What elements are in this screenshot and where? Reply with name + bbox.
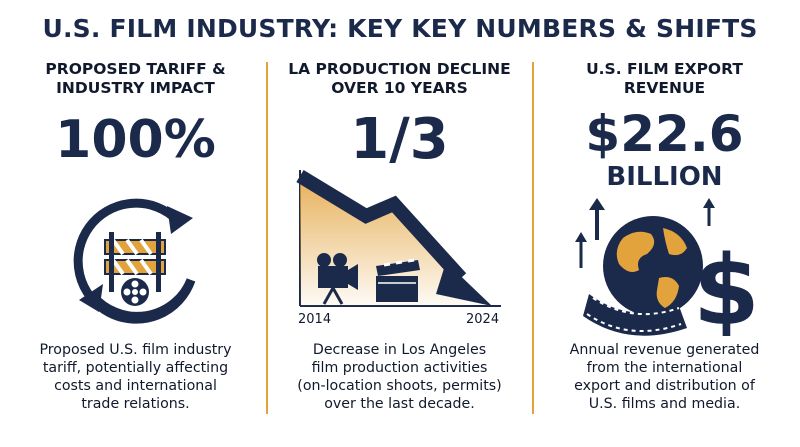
heading-line: INDUSTRY IMPACT xyxy=(56,79,215,97)
page-title: U.S. FILM INDUSTRY: KEY KEY NUMBERS & SH… xyxy=(42,14,758,43)
desc-line: (on-location shoots, permits) xyxy=(297,378,502,394)
declining-arrow-camera-clapperboard-icon xyxy=(296,170,501,307)
panel-description: Decrease in Los Angeles film production … xyxy=(272,341,527,413)
desc-line: Proposed U.S. film industry xyxy=(39,342,232,358)
heading-line: PROPOSED TARIFF & xyxy=(45,60,226,78)
heading-line: LA PRODUCTION DECLINE xyxy=(288,60,511,78)
desc-line: export and distribution of xyxy=(574,378,755,394)
column-divider xyxy=(266,62,268,414)
desc-line: from the international xyxy=(586,360,743,376)
panel-heading: PROPOSED TARIFF & INDUSTRY IMPACT xyxy=(8,60,263,98)
desc-line: over the last decade. xyxy=(324,396,475,412)
big-value: $22.6 xyxy=(585,105,744,163)
panel-la-decline: LA PRODUCTION DECLINE OVER 10 YEARS 1/3 … xyxy=(272,60,527,440)
big-value: 100% xyxy=(55,110,216,170)
panel-description: Annual revenue generated from the intern… xyxy=(537,341,792,413)
panel-heading: U.S. FILM EXPORT REVENUE xyxy=(537,60,792,98)
big-value-unit: BILLION xyxy=(606,162,723,192)
heading-line: U.S. FILM EXPORT xyxy=(586,60,743,78)
year-start-label: 2014 xyxy=(298,312,332,327)
heading-line: REVENUE xyxy=(623,79,706,97)
year-end-label: 2024 xyxy=(466,312,500,327)
panel-export-revenue: U.S. FILM EXPORT REVENUE $22.6 BILLION $… xyxy=(537,60,792,440)
heading-line: OVER 10 YEARS xyxy=(331,79,468,97)
globe-filmstrip-dollar-icon: $ xyxy=(575,198,760,336)
desc-line: costs and international xyxy=(54,378,217,394)
column-divider xyxy=(532,62,534,414)
svg-text:$: $ xyxy=(693,235,760,336)
desc-line: film production activities xyxy=(311,360,488,376)
panel-description: Proposed U.S. film industry tariff, pote… xyxy=(8,341,263,413)
panel-tariff: PROPOSED TARIFF & INDUSTRY IMPACT 100% P… xyxy=(8,60,263,440)
desc-line: trade relations. xyxy=(81,396,190,412)
desc-line: Decrease in Los Angeles xyxy=(312,342,487,358)
desc-line: U.S. films and media. xyxy=(588,396,741,412)
barrier-film-reel-cycle-icon xyxy=(73,198,196,324)
desc-line: tariff, potentially affecting xyxy=(42,360,229,376)
desc-line: Annual revenue generated xyxy=(569,342,760,358)
big-value: 1/3 xyxy=(350,107,449,172)
panel-heading: LA PRODUCTION DECLINE OVER 10 YEARS xyxy=(272,60,527,98)
